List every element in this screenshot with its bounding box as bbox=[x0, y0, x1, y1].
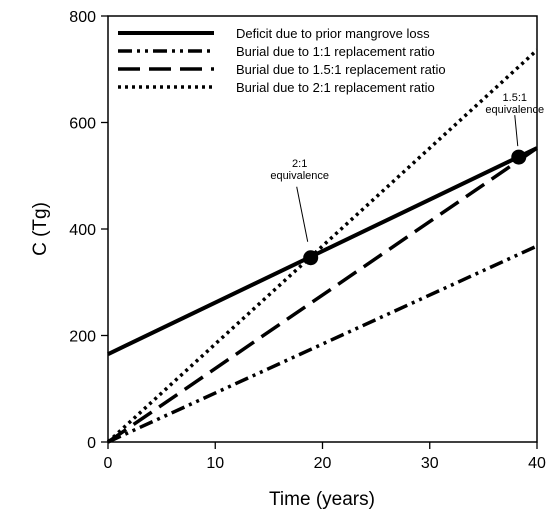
x-axis-label: Time (years) bbox=[269, 489, 375, 510]
x-tick-label: 10 bbox=[206, 455, 224, 472]
y-tick-label: 0 bbox=[87, 435, 96, 452]
legend-label-2: Burial due to 1:1 replacement ratio bbox=[236, 44, 435, 59]
legend-label-1: Deficit due to prior mangrove loss bbox=[236, 26, 430, 41]
legend-label-3: Burial due to 1.5:1 replacement ratio bbox=[236, 62, 446, 77]
series-line-2 bbox=[107, 244, 538, 444]
y-axis-label: C (Tg) bbox=[30, 202, 51, 256]
y-tick-label: 800 bbox=[69, 9, 96, 26]
annotation-leader bbox=[514, 115, 519, 147]
y-tick-label: 400 bbox=[69, 222, 96, 239]
series-line-3 bbox=[107, 146, 538, 444]
equivalence-points bbox=[303, 149, 527, 266]
legend: Deficit due to prior mangrove loss Burial… bbox=[118, 26, 446, 95]
x-tick-label: 20 bbox=[314, 455, 332, 472]
y-tick-label: 600 bbox=[69, 116, 96, 133]
series-line-4 bbox=[106, 48, 539, 444]
annotation-label: equivalence bbox=[485, 104, 544, 116]
annotation-leader bbox=[296, 186, 309, 242]
legend-label-4: Burial due to 2:1 replacement ratio bbox=[236, 80, 435, 95]
x-tick-label: 30 bbox=[421, 455, 439, 472]
equivalence-point-1 bbox=[303, 250, 319, 266]
annotation-label: 2:1 bbox=[292, 158, 307, 170]
x-tick-label: 0 bbox=[104, 455, 113, 472]
series-group bbox=[106, 48, 539, 444]
annotation-label: 1.5:1 bbox=[503, 92, 527, 104]
annotation-label: equivalence bbox=[270, 170, 329, 182]
y-tick-label: 200 bbox=[69, 329, 96, 346]
equivalence-point-2 bbox=[511, 149, 527, 165]
x-tick-label: 40 bbox=[528, 455, 546, 472]
series-line-1 bbox=[107, 146, 538, 356]
